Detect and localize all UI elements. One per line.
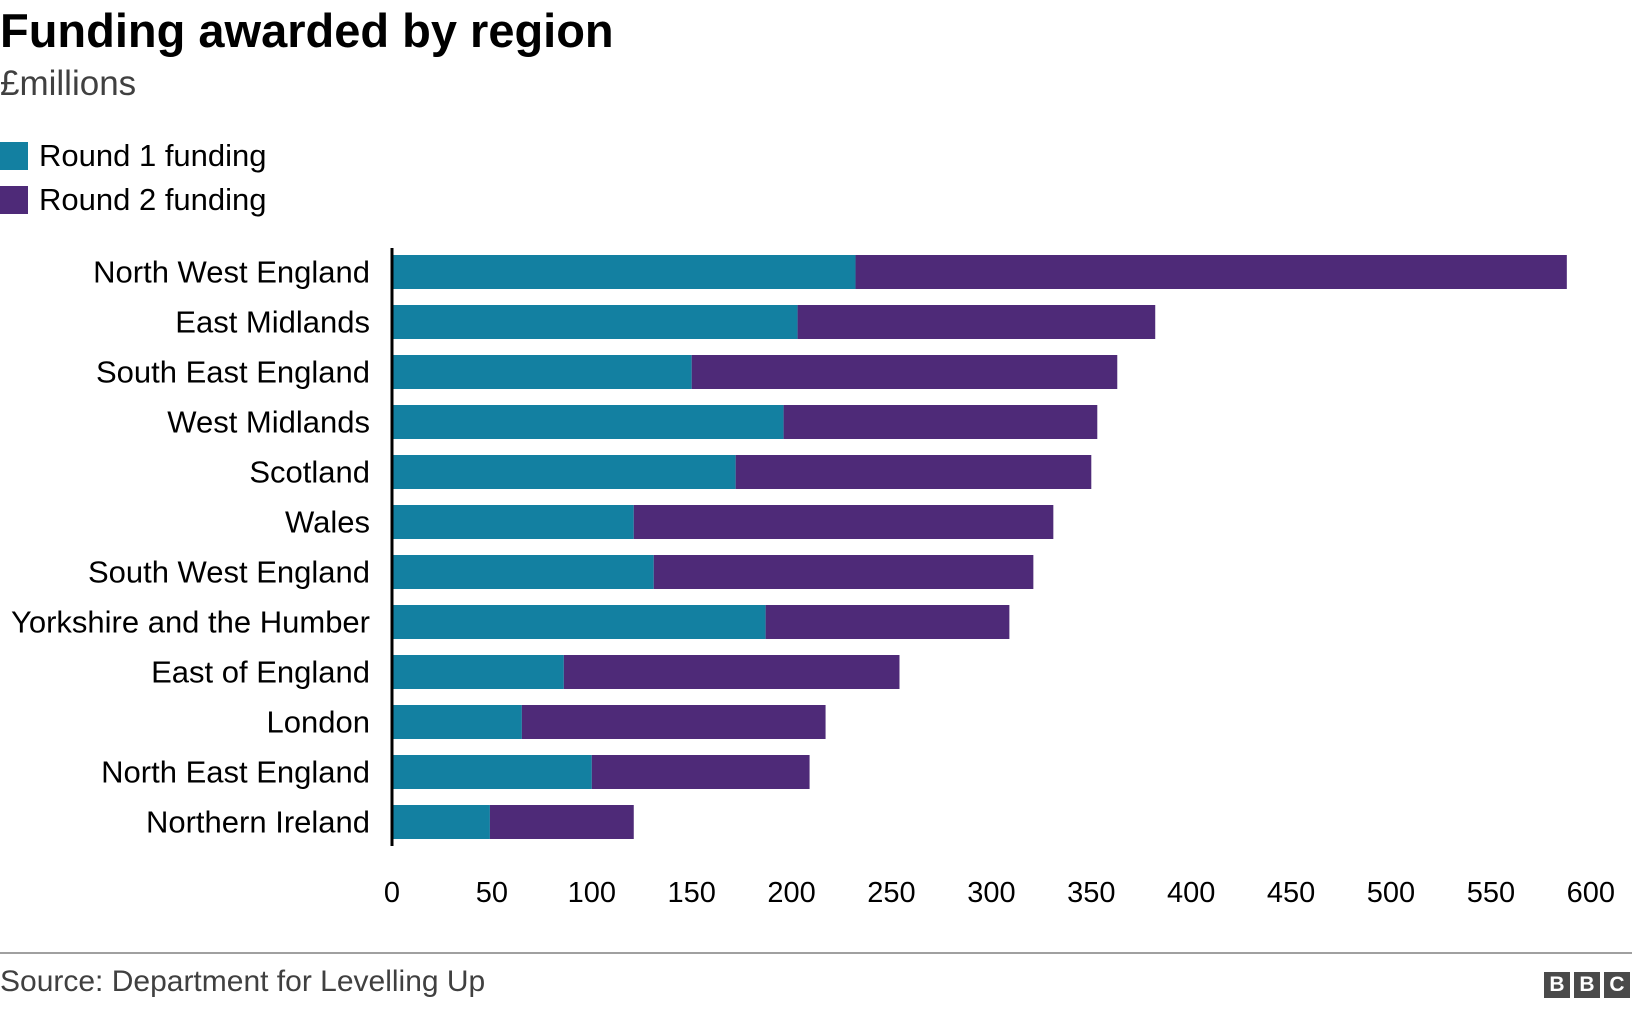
bar-round-1-north-west-england: [392, 255, 856, 289]
category-label-east-midlands: East Midlands: [175, 305, 370, 340]
bar-round-1-east-of-england: [392, 655, 564, 689]
legend-item-round-2: Round 2 funding: [0, 178, 267, 222]
category-label-london: London: [267, 705, 370, 740]
bar-round-2-west-midlands: [783, 405, 1098, 439]
bar-round-1-south-west-england: [392, 555, 654, 589]
x-tick-label: 550: [1467, 877, 1515, 909]
chart-subtitle: £millions: [0, 64, 137, 103]
x-tick-label: 200: [767, 877, 815, 909]
bar-round-1-wales: [392, 505, 634, 539]
footer-divider: [0, 952, 1632, 954]
x-tick-label: 100: [568, 877, 616, 909]
x-tick-label: 450: [1267, 877, 1315, 909]
bar-round-1-yorkshire-and-the-humber: [392, 605, 766, 639]
x-tick-label: 350: [1067, 877, 1115, 909]
x-tick-label: 300: [967, 877, 1015, 909]
logo-letter: C: [1604, 972, 1630, 998]
bar-round-2-wales: [633, 505, 1054, 539]
category-label-south-east-england: South East England: [96, 355, 370, 390]
legend-item-round-1: Round 1 funding: [0, 134, 267, 178]
category-label-scotland: Scotland: [249, 455, 370, 490]
legend-swatch-round-2: [0, 186, 28, 214]
legend: Round 1 funding Round 2 funding: [0, 134, 267, 222]
source-note: Source: Department for Levelling Up: [0, 965, 486, 998]
logo-letter: B: [1574, 972, 1600, 998]
bbc-logo: B B C: [1544, 972, 1630, 998]
bar-round-2-south-west-england: [653, 555, 1034, 589]
bar-round-2-scotland: [735, 455, 1092, 489]
bar-round-1-east-midlands: [392, 305, 798, 339]
legend-label-round-2: Round 2 funding: [39, 182, 267, 217]
category-label-northern-ireland: Northern Ireland: [146, 805, 370, 840]
x-tick-label: 0: [384, 877, 400, 909]
bar-chart: North West England East Midlands South Eas…: [11, 248, 1615, 909]
chart-title: Funding awarded by region: [0, 4, 614, 57]
bar-round-1-west-midlands: [392, 405, 784, 439]
x-tick-label: 50: [476, 877, 508, 909]
bar-round-1-northern-ireland: [392, 805, 490, 839]
x-tick-label: 600: [1567, 877, 1615, 909]
legend-label-round-1: Round 1 funding: [39, 138, 267, 173]
category-label-yorkshire-and-the-humber: Yorkshire and the Humber: [11, 605, 370, 640]
bar-round-2-london: [521, 705, 826, 739]
category-label-south-west-england: South West England: [88, 555, 370, 590]
category-label-east-of-england: East of England: [151, 655, 370, 690]
bar-round-2-yorkshire-and-the-humber: [765, 605, 1010, 639]
x-tick-label: 500: [1367, 877, 1415, 909]
bar-round-2-north-west-england: [855, 255, 1567, 289]
category-label-west-midlands: West Midlands: [167, 405, 370, 440]
category-label-wales: Wales: [285, 505, 370, 540]
legend-swatch-round-1: [0, 142, 28, 170]
bar-round-2-north-east-england: [591, 755, 810, 789]
x-tick-label: 400: [1167, 877, 1215, 909]
bar-round-1-scotland: [392, 455, 736, 489]
category-label-north-west-england: North West England: [93, 255, 370, 290]
bar-round-2-northern-ireland: [489, 805, 634, 839]
logo-letter: B: [1544, 972, 1570, 998]
x-tick-label: 150: [668, 877, 716, 909]
bar-round-2-east-midlands: [797, 305, 1156, 339]
bar-round-1-south-east-england: [392, 355, 692, 389]
bar-round-2-east-of-england: [563, 655, 900, 689]
x-tick-label: 250: [867, 877, 915, 909]
category-label-north-east-england: North East England: [101, 755, 370, 790]
bar-round-1-north-east-england: [392, 755, 592, 789]
bar-round-1-london: [392, 705, 522, 739]
bar-round-2-south-east-england: [691, 355, 1118, 389]
